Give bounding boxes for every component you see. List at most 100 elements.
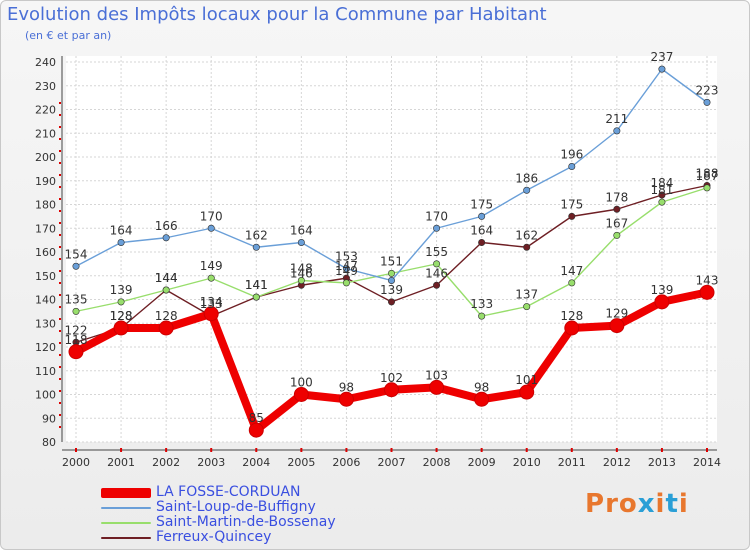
- data-point: [568, 163, 576, 171]
- data-label: 101: [515, 373, 538, 387]
- data-point: [478, 312, 486, 320]
- data-label: 166: [155, 219, 178, 233]
- data-label: 137: [515, 288, 538, 302]
- data-point: [338, 391, 354, 407]
- y-tick-label: 160: [35, 246, 56, 259]
- data-label: 133: [470, 297, 493, 311]
- data-label: 128: [110, 309, 133, 323]
- data-point: [342, 279, 350, 287]
- data-point: [613, 205, 621, 213]
- data-point: [568, 212, 576, 220]
- data-label: 103: [425, 368, 448, 382]
- x-tick-label: 2006: [332, 456, 360, 469]
- legend-label: LA FOSSE-CORDUAN: [156, 484, 301, 500]
- data-point: [203, 306, 219, 322]
- y-tick-label: 110: [35, 365, 56, 378]
- data-point: [297, 276, 305, 284]
- data-label: 188: [696, 167, 719, 181]
- data-label: 149: [200, 259, 223, 273]
- data-label: 100: [290, 376, 313, 390]
- data-label: 128: [560, 309, 583, 323]
- data-point: [658, 65, 666, 73]
- data-label: 133: [200, 297, 223, 311]
- data-point: [207, 274, 215, 282]
- x-tick-label: 2014: [693, 456, 721, 469]
- legend-label: Saint-Martin-de-Bossenay: [156, 514, 336, 530]
- data-point: [387, 276, 395, 284]
- data-point: [252, 243, 260, 251]
- data-label: 175: [560, 197, 583, 211]
- data-label: 148: [290, 262, 313, 276]
- data-point: [703, 98, 711, 106]
- data-point: [478, 212, 486, 220]
- legend-label: Ferreux-Quincey: [156, 529, 272, 545]
- data-point: [703, 184, 711, 192]
- data-label: 128: [155, 309, 178, 323]
- y-tick-label: 230: [35, 80, 56, 93]
- data-label-layer: 154 164 166 170 162 164 153 170 175 186 196 211 237 2…: [65, 50, 719, 425]
- data-label: 162: [515, 228, 538, 242]
- data-label: 129: [605, 307, 628, 321]
- data-point: [523, 303, 531, 311]
- grid-layer: [66, 56, 717, 443]
- x-tick-label: 2003: [197, 456, 225, 469]
- data-point: [68, 344, 84, 360]
- y-tick-label: 170: [35, 222, 56, 235]
- x-tick-label: 2007: [378, 456, 406, 469]
- data-label: 98: [339, 380, 354, 394]
- data-point: [113, 320, 129, 336]
- data-point: [613, 127, 621, 135]
- data-label: 164: [110, 224, 133, 238]
- y-tick-label: 90: [42, 412, 56, 425]
- x-tick-label: 2011: [558, 456, 586, 469]
- y-tick-label: 140: [35, 294, 56, 307]
- data-label: 143: [696, 273, 719, 287]
- y-tick-label: 150: [35, 270, 56, 283]
- data-label: 151: [380, 254, 403, 268]
- data-label: 170: [425, 209, 448, 223]
- logo-letter: i: [678, 489, 689, 519]
- data-label: 167: [605, 216, 628, 230]
- data-label: 211: [605, 112, 628, 126]
- data-point: [523, 186, 531, 194]
- data-point: [293, 387, 309, 402]
- data-label: 164: [470, 224, 493, 238]
- data-point: [207, 224, 215, 232]
- x-tick-label: 2001: [107, 456, 135, 469]
- data-label: 147: [335, 259, 358, 273]
- data-point: [523, 243, 531, 251]
- y-tick-label: 100: [35, 389, 56, 402]
- data-label: 102: [380, 371, 403, 385]
- data-label: 164: [290, 224, 313, 238]
- y-tick-label: 120: [35, 341, 56, 354]
- data-point: [387, 298, 395, 306]
- logo-letter: x: [637, 489, 656, 519]
- data-label: 128: [110, 309, 133, 323]
- data-label: 170: [200, 209, 223, 223]
- data-point: [433, 281, 441, 289]
- y-tick-label: 210: [35, 127, 56, 140]
- data-point: [654, 294, 670, 310]
- data-point: [387, 269, 395, 277]
- data-point: [478, 239, 486, 247]
- x-tick-label: 2002: [152, 456, 180, 469]
- data-point: [613, 231, 621, 239]
- data-point: [72, 307, 80, 315]
- data-point: [117, 239, 125, 247]
- legend-label: Saint-Loup-de-Buffigny: [156, 499, 316, 515]
- legend-swatch: [101, 507, 151, 509]
- y-tick-label: 200: [35, 151, 56, 164]
- data-point: [297, 239, 305, 247]
- x-tick-label: 2012: [603, 456, 631, 469]
- data-label: 187: [696, 169, 719, 183]
- data-label: 144: [155, 271, 178, 285]
- data-point: [162, 286, 170, 294]
- data-label: 139: [110, 283, 133, 297]
- data-label: 146: [425, 266, 448, 280]
- logo-letter: P: [585, 489, 606, 519]
- proxiti-logo: Proxiti: [585, 489, 689, 519]
- y-tick-label: 190: [35, 175, 56, 188]
- series-layer: [68, 65, 715, 438]
